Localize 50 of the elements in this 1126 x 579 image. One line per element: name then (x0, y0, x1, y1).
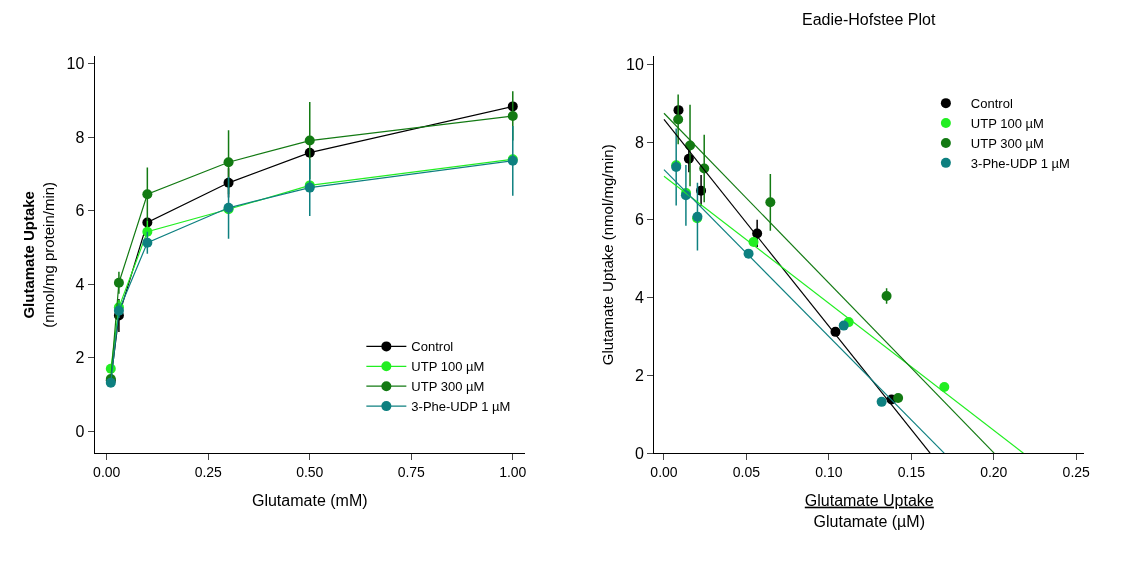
y-tick-label: 8 (634, 133, 644, 151)
x-tick-label: 0.25 (194, 464, 223, 480)
point (142, 237, 153, 248)
point (113, 277, 124, 288)
x-tick-label: 0.00 (93, 464, 121, 480)
y-axis-title: Glutamate Uptake (nmol/mg/min) (599, 144, 617, 366)
y-tick-label: 0 (634, 444, 644, 462)
point (673, 114, 684, 125)
point (893, 392, 904, 403)
y-tick-label: 2 (75, 349, 85, 367)
point (765, 197, 776, 208)
point (507, 110, 518, 121)
legend-label: 3-Phe-UDP 1 µM (970, 155, 1070, 171)
x-axis-title: Glutamate (mM) (251, 491, 368, 509)
y-tick-label: 10 (626, 55, 644, 73)
x-axis-title: Glutamate Uptake Glutamate (µM) (804, 491, 934, 530)
y-tick-label: 8 (75, 128, 85, 146)
y-tick-label: 4 (634, 289, 644, 307)
x-tick-label: 0.05 (732, 464, 761, 480)
x-tick-label: 0.75 (397, 464, 426, 480)
chart-title: Eadie-Hofstee Plot (802, 11, 936, 28)
x-tick-label: 0.10 (815, 464, 843, 480)
y-tick-label: 10 (66, 55, 85, 73)
legend-label: UTP 300 µM (411, 379, 485, 395)
y-tick-label: 4 (75, 275, 85, 293)
point (939, 382, 950, 393)
x-tick-label: 0.00 (650, 464, 678, 480)
legend-label: 3-Phe-UDP 1 µM (411, 399, 511, 415)
legend-label: Control (970, 96, 1013, 112)
legend-label: UTP 100 µM (970, 116, 1044, 132)
y-tick-label: 6 (75, 202, 85, 220)
x-tick-label: 0.15 (897, 464, 926, 480)
x-tick-label: 0.20 (980, 464, 1008, 480)
legend-label: UTP 100 µM (411, 359, 485, 375)
point (142, 189, 153, 200)
legend-label: Control (411, 339, 454, 355)
y-tick-label: 0 (75, 422, 85, 440)
y-tick-label: 6 (634, 211, 644, 229)
y-tick-label: 2 (634, 367, 644, 385)
point (876, 396, 887, 407)
point (142, 226, 153, 237)
point (838, 320, 849, 331)
point (223, 157, 234, 168)
y-axis-title: Glutamate Uptake (nmol/mg protein/min) (20, 181, 57, 328)
point (304, 135, 315, 146)
x-tick-label: 1.00 (499, 464, 527, 480)
x-tick-label: 0.50 (296, 464, 324, 480)
point (881, 291, 892, 302)
x-tick-label: 0.25 (1062, 464, 1091, 480)
legend-label: UTP 300 µM (970, 136, 1044, 152)
